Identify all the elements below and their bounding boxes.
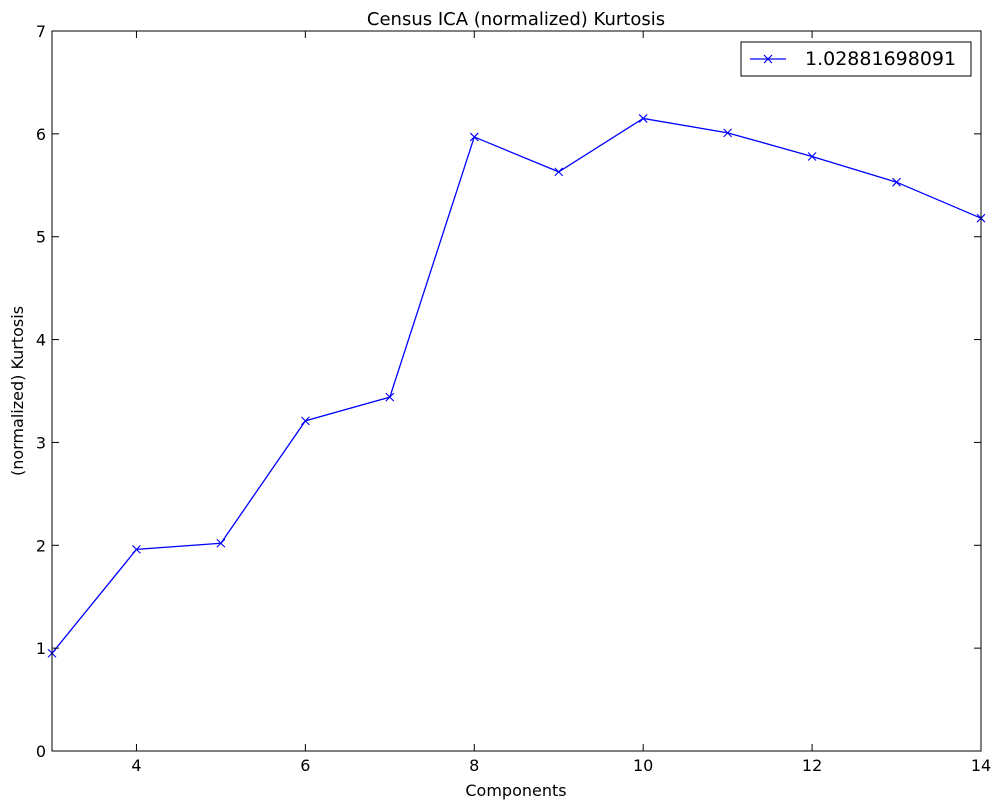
- data-point-marker: [300, 416, 310, 426]
- plot-frame: [51, 30, 982, 752]
- y-tick-label: 1: [36, 639, 46, 658]
- data-point-marker: [132, 545, 141, 554]
- x-tick-label: 8: [469, 756, 479, 775]
- x-tick-label: 4: [131, 756, 141, 775]
- y-tick-label: 7: [36, 22, 46, 41]
- legend-entry-label: 1.02881698091: [805, 48, 956, 70]
- y-tick-label: 3: [36, 433, 46, 452]
- x-axis-label: Components: [465, 781, 566, 800]
- y-tick-label: 6: [36, 125, 46, 144]
- x-tick-labels: 4 6 8 10 12 14: [131, 756, 991, 775]
- y-tick-label: 2: [36, 536, 46, 555]
- legend-marker-x: [763, 54, 773, 64]
- data-point-marker: [638, 114, 648, 123]
- y-tick-label: 0: [36, 742, 46, 761]
- y-tick-label: 5: [36, 228, 46, 247]
- chart-title: Census ICA (normalized) Kurtosis: [367, 9, 665, 30]
- data-point-marker: [469, 132, 479, 142]
- x-tick-label: 10: [633, 756, 653, 775]
- x-tick-label: 6: [300, 756, 310, 775]
- y-tick-labels: 0 1 2 3 4 5 6 7: [36, 22, 46, 761]
- data-point-marker: [385, 392, 395, 402]
- data-point-marker: [554, 167, 564, 177]
- x-tick-label: 12: [802, 756, 822, 775]
- y-tick-label: 4: [36, 331, 46, 350]
- legend: 1.02881698091: [740, 41, 972, 77]
- data-point-marker: [892, 177, 901, 187]
- x-tick-label: 14: [971, 756, 991, 775]
- data-point-marker: [216, 538, 226, 548]
- series-line-0: [51, 117, 982, 654]
- data-point-marker: [723, 128, 733, 138]
- data-point-marker: [807, 152, 817, 161]
- series-lines: [51, 117, 982, 654]
- y-axis-label: (normalized) Kurtosis: [8, 306, 27, 476]
